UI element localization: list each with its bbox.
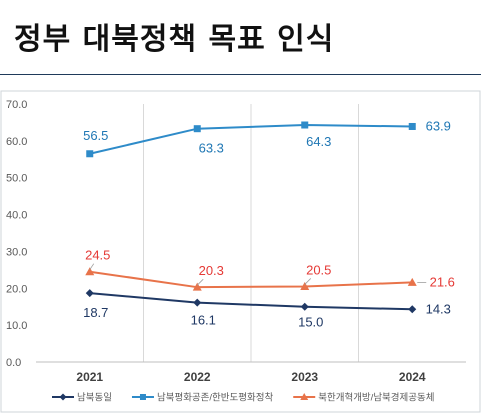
data-point-marker — [86, 150, 94, 158]
label-leader-line — [196, 278, 204, 286]
y-tick-label: 10.0 — [6, 320, 27, 332]
x-tick-label: 2023 — [291, 370, 318, 384]
data-point-marker — [300, 302, 309, 311]
data-label: 56.5 — [83, 128, 108, 143]
data-point-marker — [85, 289, 94, 298]
label-leader-line — [304, 278, 312, 285]
x-tick-label: 2022 — [184, 370, 211, 384]
page-title: 정부 대북정책 목표 인식 — [14, 22, 335, 57]
data-label: 20.3 — [199, 263, 224, 278]
y-tick-label: 0.0 — [6, 357, 21, 369]
data-label: 63.3 — [199, 141, 224, 156]
label-leader-line — [89, 263, 95, 270]
series-line-3 — [89, 270, 413, 289]
data-label: 14.3 — [426, 301, 451, 316]
data-point-marker — [300, 281, 310, 290]
legend-label: 북한개혁개방/남북경제공동체 — [318, 392, 434, 404]
data-label: 20.5 — [306, 262, 331, 277]
data-point-marker — [193, 298, 202, 307]
legend-label: 남북평화공존/한반도평화정착 — [157, 393, 274, 404]
data-point-marker — [408, 305, 417, 314]
x-tick-label: 2021 — [76, 370, 103, 384]
data-point-marker — [193, 125, 201, 133]
data-label: 63.9 — [426, 118, 451, 133]
line-chart: 0.0 10.0 20.0 30.0 40.0 50.0 60.0 70.0 2021 2022 2… — [0, 90, 481, 413]
data-label: 15.0 — [298, 315, 323, 330]
data-point-marker — [192, 282, 202, 291]
y-tick-label: 40.0 — [6, 210, 27, 222]
series-line-2 — [89, 124, 413, 155]
x-tick-label: 2024 — [399, 370, 426, 384]
data-label: 24.5 — [85, 248, 110, 263]
y-tick-label: 70.0 — [6, 99, 27, 111]
data-label: 64.3 — [306, 134, 331, 149]
data-point-marker — [407, 277, 417, 286]
y-tick-label: 30.0 — [6, 246, 27, 258]
y-tick-label: 50.0 — [6, 173, 27, 185]
series-line-1 — [89, 292, 413, 311]
y-tick-label: 20.0 — [6, 283, 27, 295]
legend-marker — [139, 394, 146, 400]
data-label: 16.1 — [191, 313, 216, 328]
legend-marker — [59, 393, 67, 401]
data-label: 21.6 — [430, 274, 455, 289]
chart-container: 0.0 10.0 20.0 30.0 40.0 50.0 60.0 70.0 2021 2022 2… — [0, 90, 481, 413]
legend-label: 남북동일 — [77, 393, 112, 404]
data-point-marker — [85, 267, 95, 276]
data-label: 18.7 — [83, 305, 108, 320]
chart-border — [0, 90, 481, 413]
data-point-marker — [301, 121, 309, 129]
data-point-marker — [408, 122, 416, 130]
title-divider — [0, 74, 481, 75]
y-tick-label: 60.0 — [6, 136, 27, 148]
legend-marker — [300, 393, 309, 400]
